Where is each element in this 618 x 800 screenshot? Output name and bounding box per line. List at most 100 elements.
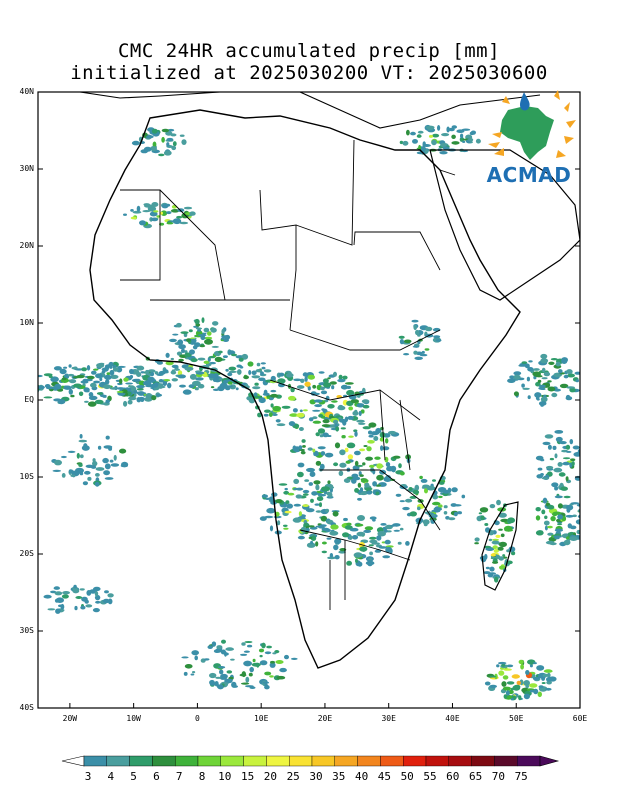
precip-cell (529, 664, 533, 668)
precip-cell (487, 573, 494, 578)
precip-cell (432, 479, 436, 482)
precip-cell (577, 448, 580, 454)
precip-cell (376, 463, 383, 469)
precip-cell (498, 541, 507, 548)
precip-cell (563, 374, 569, 379)
precip-cell (347, 415, 354, 420)
precip-cell (61, 594, 69, 599)
precip-cell (318, 414, 324, 418)
colorbar-swatch (289, 755, 313, 767)
colorbar-swatch (83, 755, 107, 767)
precip-cell (285, 500, 290, 504)
precip-cell (350, 399, 359, 404)
x-tick-label: 10E (253, 714, 269, 723)
precip-cell (100, 394, 107, 398)
precip-cell (171, 364, 179, 369)
precip-cell (351, 473, 359, 478)
precip-cell (435, 339, 442, 342)
precip-cell (346, 442, 356, 449)
precip-cell (303, 409, 308, 412)
precip-cell (214, 681, 219, 687)
colorbar-label: 40 (354, 770, 369, 783)
precip-cell (563, 539, 571, 546)
precip-cell (249, 686, 256, 689)
precip-cell (563, 495, 571, 499)
precip-cell (545, 687, 552, 691)
precip-cell (300, 526, 307, 533)
colorbar-label: 7 (175, 770, 183, 783)
precip-cell (251, 375, 261, 379)
y-tick-label: 40S (19, 703, 34, 712)
precip-cell (292, 445, 297, 452)
precip-cell (544, 515, 548, 520)
precip-cell (417, 130, 424, 134)
acmad-logo (488, 90, 576, 160)
precip-cell (220, 673, 228, 679)
colorbar-swatch (380, 755, 404, 767)
precip-cell (50, 590, 57, 594)
precip-cell (78, 463, 83, 467)
precip-cell (231, 353, 237, 357)
precip-cell (433, 335, 441, 339)
y-tick-label: 40N (19, 87, 34, 96)
precip-cell (136, 365, 145, 371)
y-tick-label: 10N (19, 318, 34, 327)
precip-cell (557, 503, 563, 509)
precip-cell (498, 512, 507, 518)
precip-cell (343, 478, 351, 483)
precip-cell (306, 542, 316, 548)
precip-cell (570, 502, 580, 505)
precip-cell (182, 389, 192, 395)
precip-cell (433, 507, 442, 512)
precip-cell (83, 443, 88, 449)
precip-cell (424, 488, 428, 494)
precip-cell (295, 494, 303, 499)
precip-cell (377, 530, 387, 537)
precip-cell (415, 329, 420, 336)
precip-cell (315, 510, 322, 513)
precip-cell (351, 535, 359, 540)
precip-cell (218, 350, 223, 354)
raindrop-icon (520, 92, 530, 111)
precip-cell (110, 463, 120, 467)
precip-cell (259, 660, 268, 666)
precip-cell (367, 440, 375, 444)
precip-cell (105, 399, 110, 404)
precip-cell (419, 353, 428, 357)
precip-cell (362, 548, 366, 552)
precip-cell (309, 526, 318, 530)
precip-cell (540, 473, 544, 476)
precip-cell (297, 471, 304, 478)
precip-cell (93, 380, 101, 384)
precip-cell (566, 369, 573, 375)
precip-cell (403, 353, 410, 356)
precip-cell (551, 392, 558, 398)
precip-cell (571, 461, 575, 467)
precip-cell (505, 690, 510, 696)
precip-cell (369, 551, 373, 556)
precip-cell (310, 535, 317, 541)
precip-cell (574, 371, 580, 375)
precip-cell (326, 537, 332, 540)
precip-cell (172, 333, 179, 336)
precip-cell (269, 525, 274, 532)
precip-cell (272, 405, 282, 412)
precip-cell (432, 133, 440, 138)
precip-cell (344, 447, 349, 453)
precip-cell (311, 491, 318, 496)
precip-cell (231, 681, 237, 688)
precip-cell (255, 369, 262, 373)
precip-cell (521, 383, 525, 388)
colorbar-label: 4 (107, 770, 115, 783)
precip-cell (219, 383, 228, 389)
precip-cell (298, 427, 304, 431)
precip-cell (112, 367, 119, 372)
precip-cell (119, 378, 123, 385)
precip-cell (498, 528, 503, 531)
precip-cell (362, 462, 366, 466)
precip-cell (546, 677, 551, 682)
precip-cell (304, 376, 308, 382)
precip-cell (484, 553, 488, 560)
precip-cell (230, 658, 235, 661)
precip-cell (290, 657, 298, 661)
